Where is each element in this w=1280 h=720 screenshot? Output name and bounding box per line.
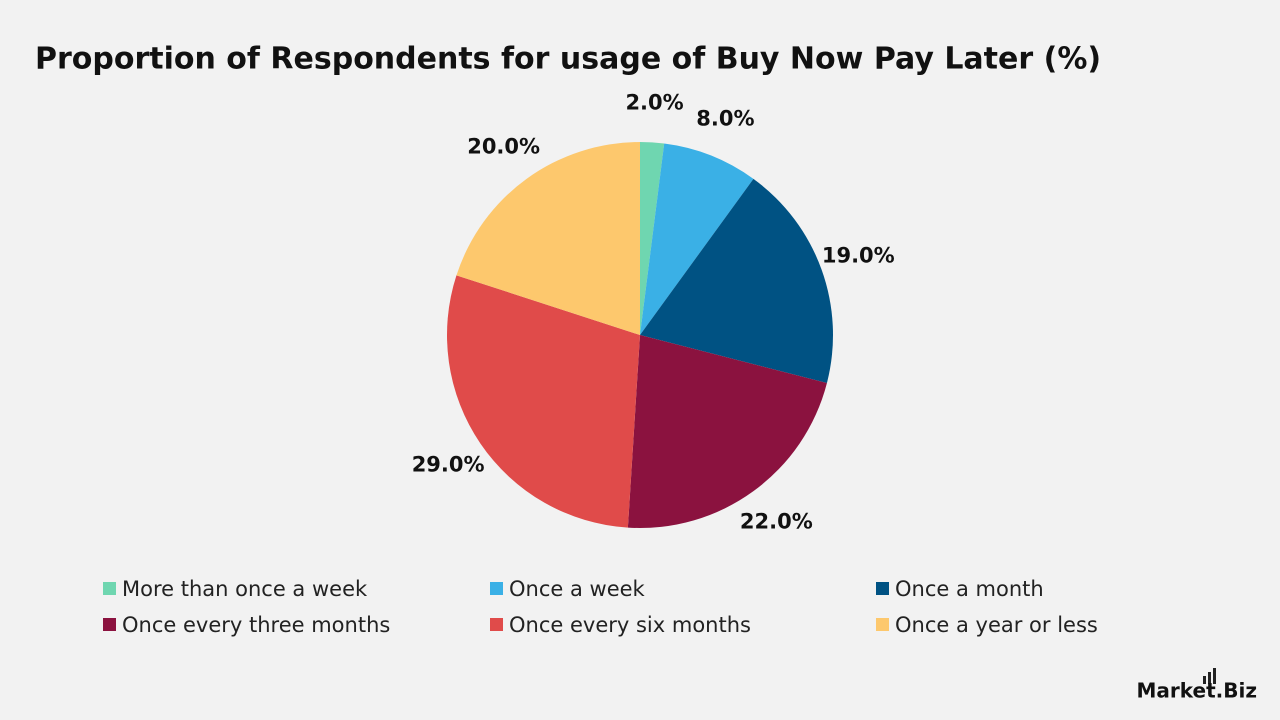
data-label: 8.0% <box>696 106 754 130</box>
chart-title: Proportion of Respondents for usage of B… <box>35 42 1101 77</box>
logo-bar <box>1203 676 1206 684</box>
legend-label: Once a year or less <box>895 613 1098 637</box>
legend-swatch <box>103 618 116 631</box>
pie-slice <box>640 142 665 335</box>
pie-slice <box>640 143 754 335</box>
legend-label: More than once a week <box>122 577 368 601</box>
logo-bar <box>1213 668 1216 684</box>
pie-slice <box>456 142 640 335</box>
pie-slice <box>627 335 827 528</box>
data-label: 20.0% <box>467 134 540 158</box>
data-label: 2.0% <box>625 90 683 114</box>
legend-label: Once every six months <box>509 613 751 637</box>
data-label: 29.0% <box>412 452 485 476</box>
legend-swatch <box>876 582 889 595</box>
data-label: 22.0% <box>740 510 813 534</box>
watermark: Market.Biz <box>1137 679 1258 703</box>
legend-swatch <box>490 582 503 595</box>
data-label: 19.0% <box>822 243 895 267</box>
logo-bar <box>1208 672 1211 684</box>
legend-swatch <box>876 618 889 631</box>
logo: Market.Biz <box>1137 668 1258 703</box>
legend-label: Once a week <box>509 577 646 601</box>
legend-label: Once a month <box>895 577 1044 601</box>
pie-slice <box>640 178 833 383</box>
pie-slice <box>447 275 640 528</box>
legend-swatch <box>103 582 116 595</box>
legend-swatch <box>490 618 503 631</box>
legend-label: Once every three months <box>122 613 390 637</box>
